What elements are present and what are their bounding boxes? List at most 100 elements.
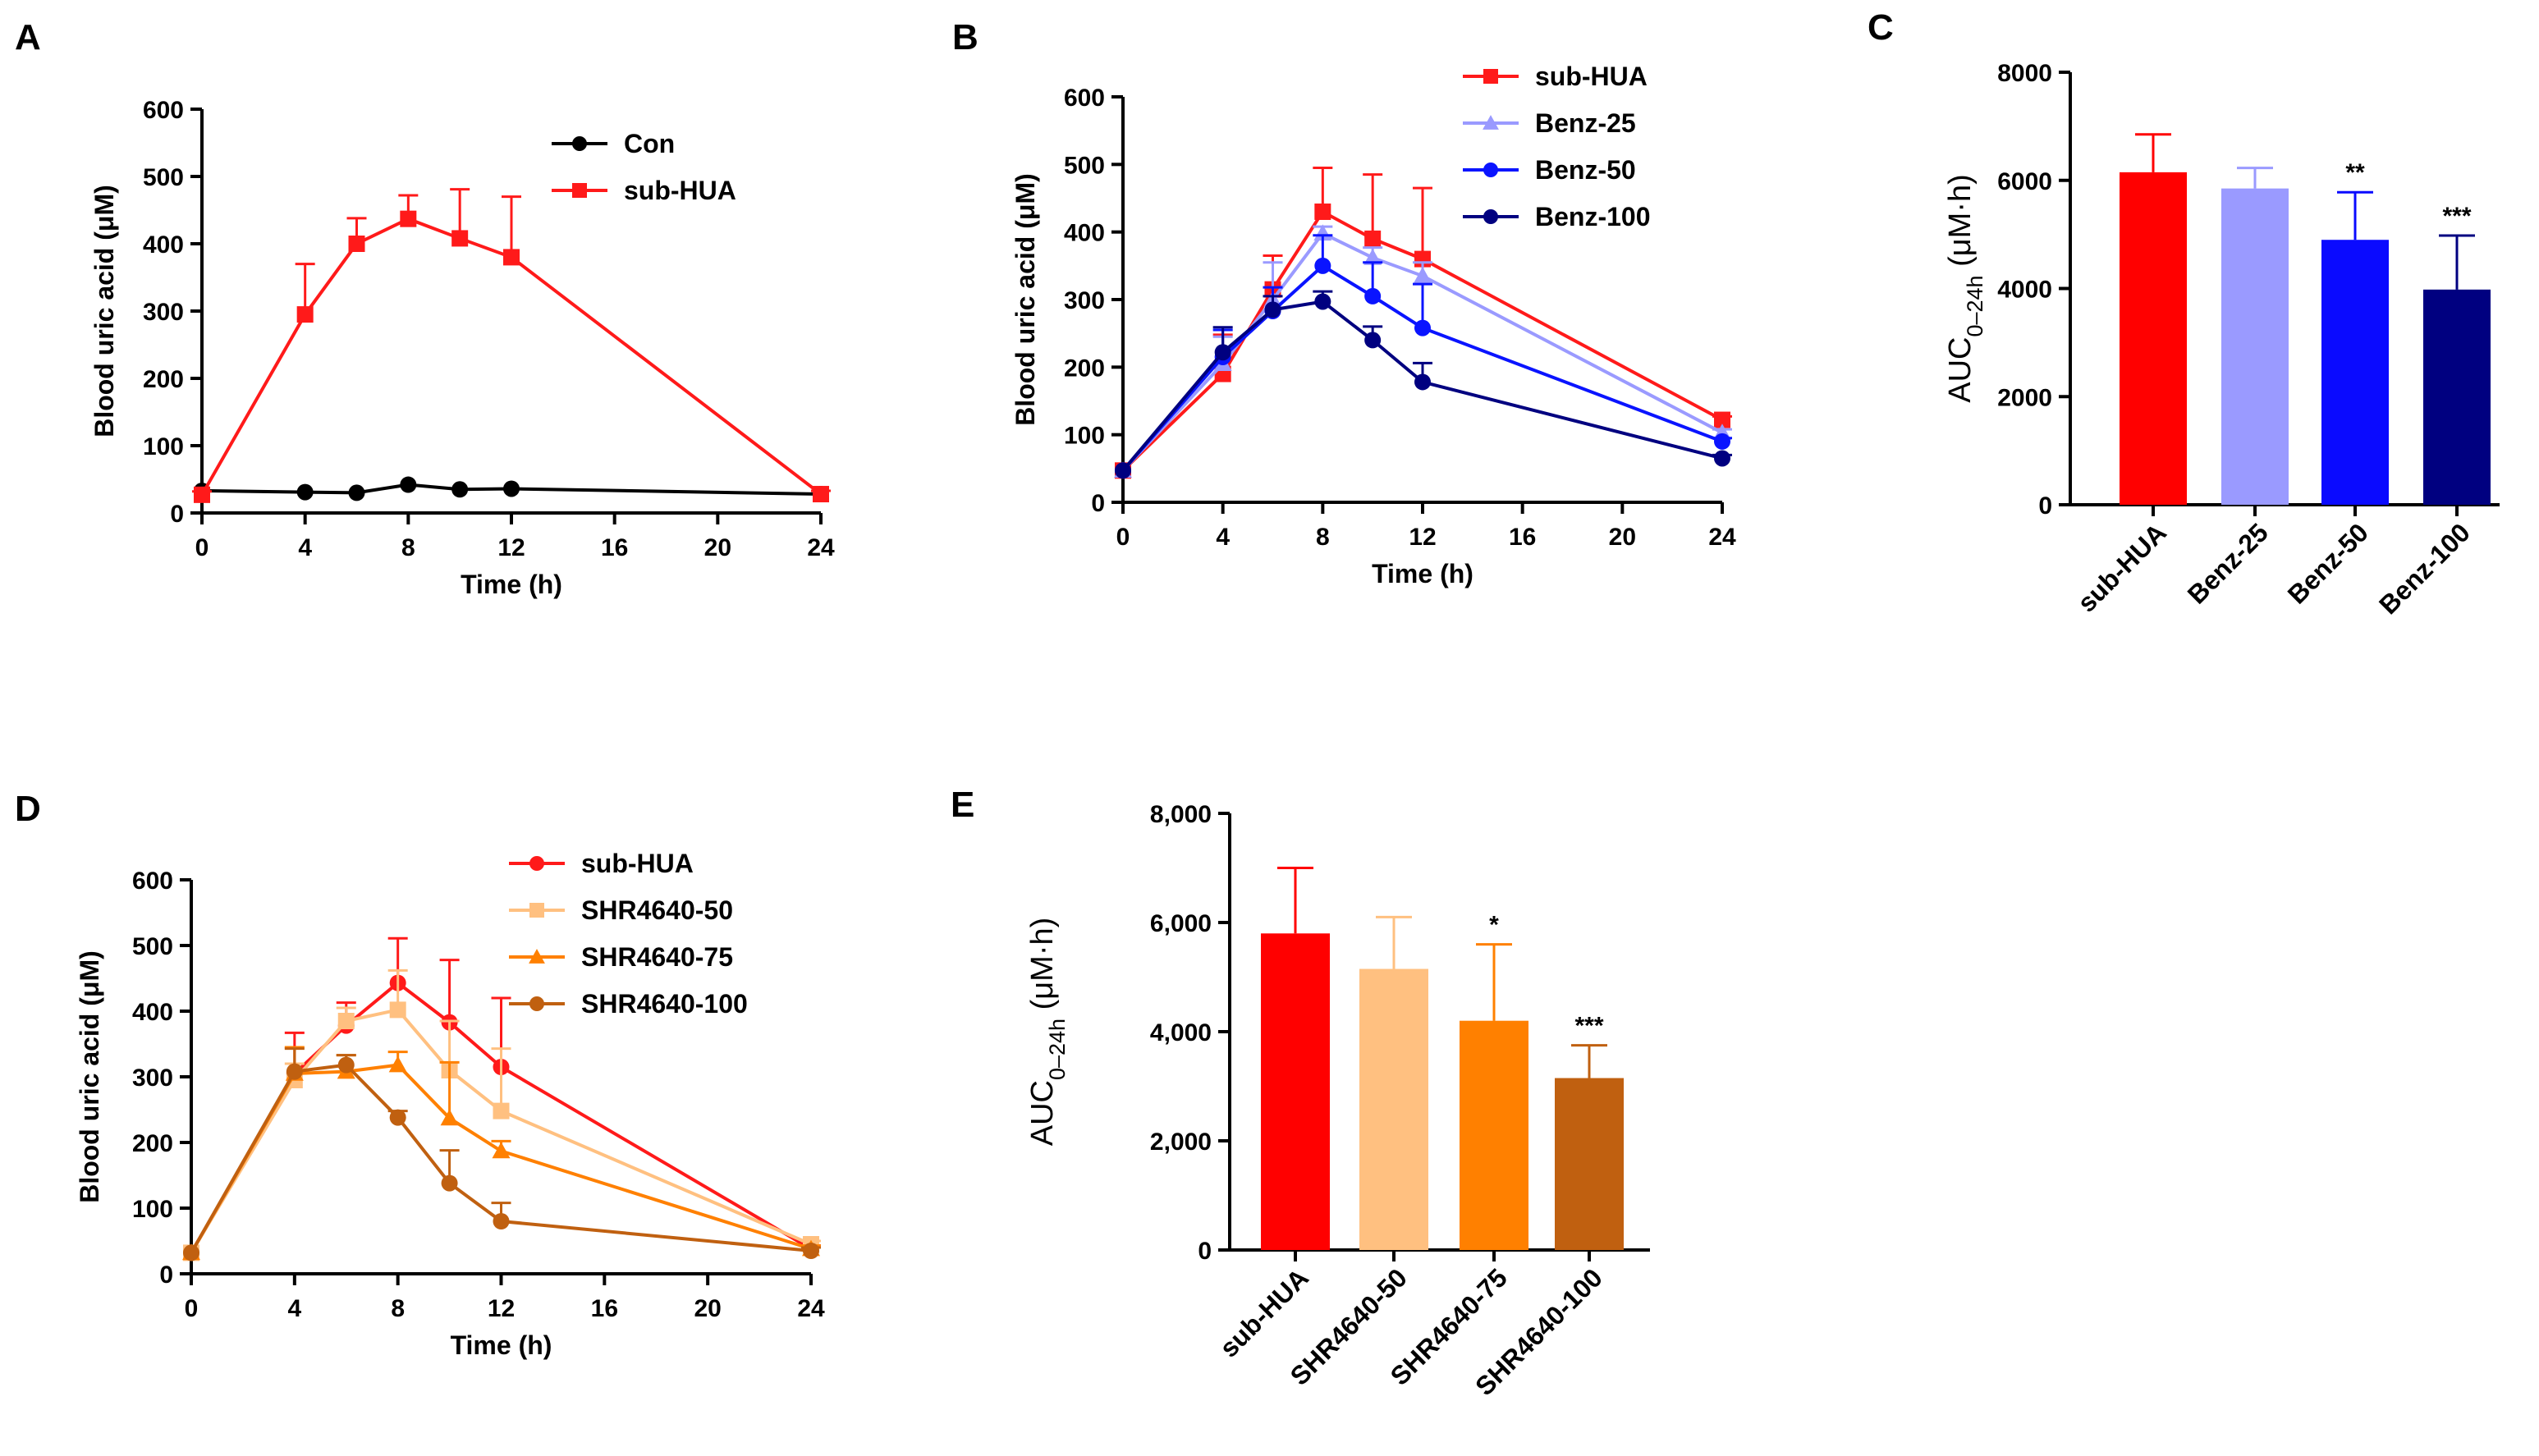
panel-a-x-tick-label: 4 (298, 534, 312, 561)
data-point (813, 486, 829, 503)
legend-label: sub-HUA (624, 176, 736, 205)
series-con (194, 476, 829, 503)
legend-label: SHR4640-50 (581, 895, 733, 925)
data-point (337, 1013, 355, 1029)
bar-rect (2221, 188, 2289, 505)
x-tick-label: Benz-50 (2282, 517, 2374, 609)
data-point (400, 210, 417, 227)
data-point (296, 306, 314, 323)
legend-item-con: Con (552, 129, 675, 158)
panel-d-x-tick-label: 8 (391, 1295, 405, 1322)
panel-d-x-tick-label: 4 (287, 1295, 301, 1322)
data-point (388, 1055, 407, 1073)
panel-c-y-tick-label: 6000 (1997, 168, 2052, 195)
significance-mark: *** (1574, 1013, 1603, 1040)
bar-rect (1555, 1078, 1624, 1250)
data-point (1714, 450, 1730, 467)
data-point (389, 1109, 406, 1126)
panel-a-y-tick-label: 600 (143, 97, 184, 124)
panel-d: D 0 100 200 300 400 500 600 0 4 8 12 16 20 24 Time (h) B… (15, 789, 825, 1360)
data-point (1714, 411, 1730, 428)
legend-item-sub-hua: sub-HUA (1463, 62, 1648, 91)
legend-marker (529, 856, 544, 871)
panel-d-x-tick-label: 24 (797, 1295, 825, 1322)
panel-b-x-title: Time (h) (1372, 559, 1473, 588)
panel-d-x-title: Time (h) (451, 1330, 552, 1360)
data-point (503, 249, 520, 266)
panel-a-y-title: Blood uric acid (μM) (89, 185, 119, 437)
bar-rect (1359, 968, 1428, 1250)
legend-label: SHR4640-75 (581, 942, 733, 972)
panel-b-y-tick-label: 100 (1064, 423, 1105, 450)
series-sub-hua (1115, 166, 1732, 479)
data-point (492, 1142, 511, 1159)
data-point (348, 236, 365, 252)
data-point (389, 1001, 406, 1019)
data-point (803, 1243, 819, 1259)
x-tick-label: Benz-25 (2182, 517, 2274, 609)
data-point (493, 1102, 510, 1119)
panel-b-x-tick-label: 0 (1116, 524, 1130, 551)
legend-item-sub-hua: sub-HUA (509, 849, 694, 878)
data-point (348, 484, 365, 501)
bar-rect (1460, 1020, 1528, 1250)
panel-e-y-tick-label: 4,000 (1150, 1019, 1212, 1046)
data-point (503, 480, 520, 497)
panel-b-x-tick-label: 8 (1316, 524, 1330, 551)
panel-a-x-tick-label: 20 (704, 534, 731, 561)
panel-a-y-tick-label: 200 (143, 366, 184, 393)
panel-a-y-tick-label: 300 (143, 299, 184, 326)
panel-a-x-title: Time (h) (461, 570, 562, 599)
legend-item-shr4640-100: SHR4640-100 (509, 989, 748, 1019)
panel-a-x-tick-label: 8 (401, 534, 415, 561)
data-point (1364, 332, 1382, 349)
legend-label: sub-HUA (1535, 62, 1648, 91)
data-point (1414, 319, 1431, 337)
panel-a-x-tick-label: 16 (601, 534, 628, 561)
data-point (296, 483, 314, 501)
bar-rect (2120, 172, 2187, 505)
x-tick-label: sub-HUA (2072, 517, 2172, 617)
panel-e-y-tick-label: 6,000 (1150, 910, 1212, 937)
panel-d-y-tick-label: 0 (159, 1261, 173, 1289)
panel-a-y-tick-label: 500 (143, 164, 184, 191)
data-point (451, 481, 469, 498)
panel-b-y-tick-label: 300 (1064, 287, 1105, 314)
legend-marker (1483, 115, 1499, 130)
y-title-unit: (μM·h) (1025, 918, 1060, 1019)
data-point (441, 1174, 458, 1192)
bar-rect (2321, 240, 2389, 505)
legend-label: Benz-50 (1535, 155, 1636, 185)
panel-label-c: C (1868, 7, 1894, 48)
panel-d-y-tick-label: 300 (132, 1065, 173, 1092)
series-shr4640-100 (183, 1047, 821, 1261)
panel-c-y-tick-label: 4000 (1997, 277, 2052, 304)
bar-rect (2423, 289, 2491, 505)
x-tick-label: sub-HUA (1214, 1262, 1314, 1362)
panel-e-y-tick-label: 2,000 (1150, 1129, 1212, 1156)
y-title-subscript: 0–24h (1963, 275, 1987, 337)
legend-marker (529, 903, 544, 918)
data-point (1414, 373, 1431, 391)
data-point (1214, 344, 1231, 361)
legend-marker (1483, 69, 1498, 84)
y-title-main: AUC (1025, 1080, 1060, 1146)
legend-item-shr4640-75: SHR4640-75 (509, 942, 733, 972)
legend-marker (1483, 163, 1498, 177)
legend-item-shr4640-50: SHR4640-50 (509, 895, 733, 925)
data-point (1363, 248, 1382, 265)
panel-b-y-tick-label: 200 (1064, 355, 1105, 382)
panel-d-y-tick-label: 600 (132, 868, 173, 895)
legend-label: Benz-100 (1535, 202, 1651, 231)
series-benz-100 (1115, 290, 1732, 479)
legend-item-benz-25: Benz-25 (1463, 108, 1636, 138)
panel-d-y-tick-label: 400 (132, 999, 173, 1026)
panel-d-y-tick-label: 500 (132, 933, 173, 960)
y-title-main: AUC (1943, 337, 1978, 403)
y-title-unit: (μM·h) (1943, 174, 1978, 275)
data-point (440, 1109, 459, 1126)
data-point (337, 1056, 355, 1074)
series-benz-25 (1114, 224, 1732, 478)
panel-d-x-tick-label: 12 (488, 1295, 515, 1322)
